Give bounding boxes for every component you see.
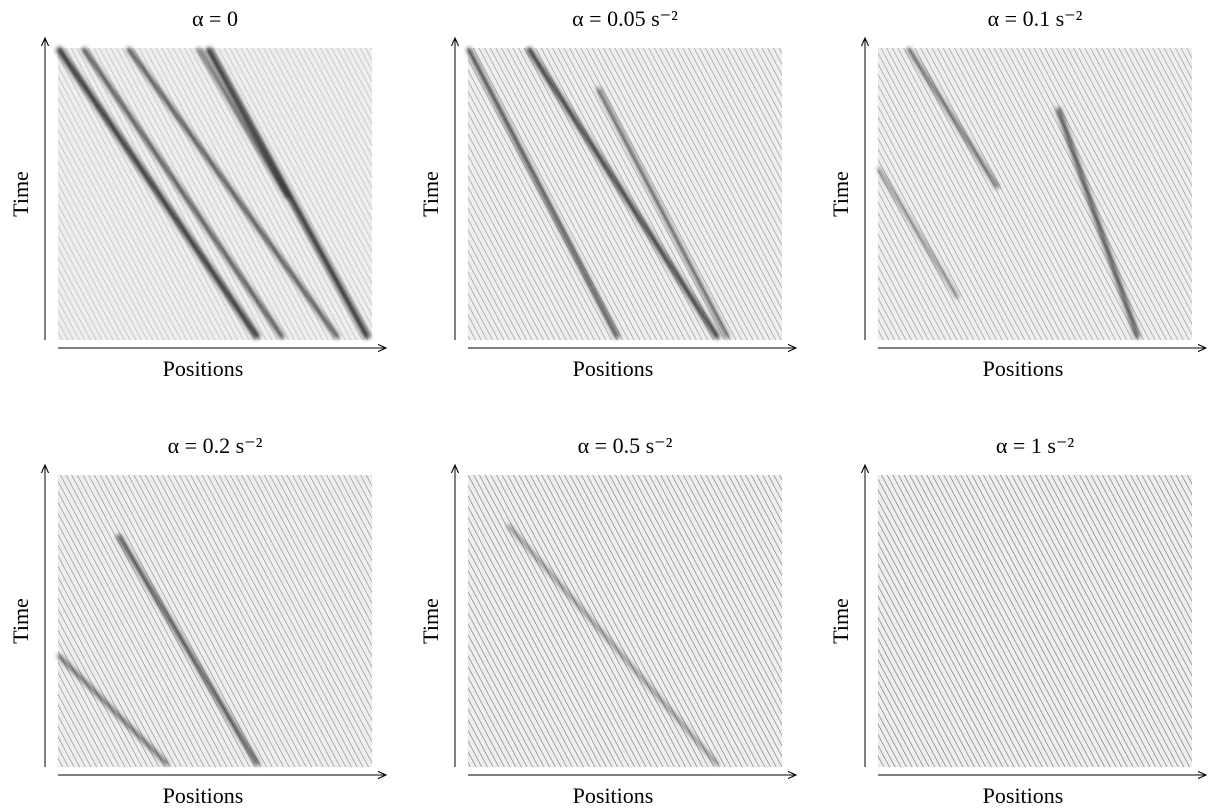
trajectory-texture — [878, 475, 1192, 767]
x-axis-label: Positions — [573, 356, 654, 381]
congestion-bands — [56, 533, 260, 767]
congestion-bands — [507, 524, 719, 766]
y-axis-label: Time — [418, 171, 443, 217]
congestion-band — [116, 533, 260, 767]
trajectory-texture — [58, 48, 372, 340]
y-axis-label: Time — [8, 598, 33, 644]
congestion-bands — [877, 47, 1140, 339]
panel: α = 0.5 s⁻² Positions Time — [418, 433, 796, 808]
panel: α = 0.05 s⁻² Positions Time — [418, 6, 796, 381]
congestion-band — [507, 524, 719, 766]
congestion-band — [466, 47, 620, 339]
panel-title: α = 0.1 s⁻² — [988, 6, 1083, 31]
panel-title: α = 1 s⁻² — [996, 433, 1075, 458]
panel-title: α = 0.5 s⁻² — [578, 433, 673, 458]
congestion-band — [126, 46, 340, 340]
x-axis-label: Positions — [573, 783, 654, 808]
panel: α = 1 s⁻² Positions Time — [828, 433, 1206, 808]
congestion-band — [906, 47, 1000, 189]
congestion-band — [1056, 107, 1140, 339]
trajectory-texture — [58, 475, 372, 767]
congestion-band — [596, 87, 730, 339]
x-axis-label: Positions — [163, 783, 244, 808]
panel: α = 0.1 s⁻² Positions Time — [828, 6, 1206, 381]
congestion-band — [196, 47, 290, 199]
panel: α = 0 Positions Time — [8, 6, 386, 381]
y-axis-label: Time — [418, 598, 443, 644]
congestion-bands — [466, 46, 730, 340]
congestion-band — [81, 46, 285, 340]
panel-title: α = 0 — [192, 6, 238, 31]
congestion-band — [56, 653, 170, 767]
x-axis-label: Positions — [163, 356, 244, 381]
x-axis-label: Positions — [983, 356, 1064, 381]
x-axis-label: Positions — [983, 783, 1064, 808]
y-axis-label: Time — [828, 171, 853, 217]
trajectory-texture — [468, 475, 782, 767]
congestion-band — [525, 46, 721, 340]
panel-title: α = 0.05 s⁻² — [572, 6, 678, 31]
panel-title: α = 0.2 s⁻² — [168, 433, 263, 458]
panel: α = 0.2 s⁻² Positions Time — [8, 433, 386, 808]
congestion-band — [55, 46, 261, 340]
congestion-bands — [55, 46, 371, 340]
trajectory-texture — [878, 48, 1192, 340]
y-axis-label: Time — [828, 598, 853, 644]
congestion-band — [877, 167, 959, 299]
y-axis-label: Time — [8, 171, 33, 217]
congestion-band — [205, 46, 371, 340]
